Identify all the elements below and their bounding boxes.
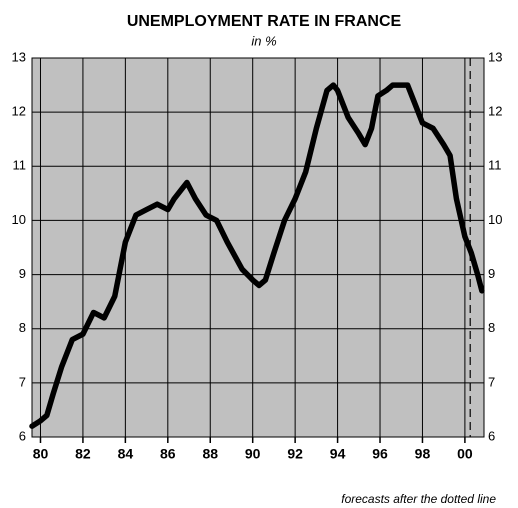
y-tick-label: 8 bbox=[19, 320, 26, 335]
x-tick-label: 94 bbox=[330, 446, 346, 462]
x-tick-label: 98 bbox=[415, 446, 431, 462]
x-tick-label: 88 bbox=[202, 446, 218, 462]
data-line bbox=[29, 82, 485, 429]
y-tick-label-right: 12 bbox=[488, 104, 502, 119]
y-tick-label-right: 10 bbox=[488, 212, 502, 227]
y-tick-label: 6 bbox=[19, 428, 26, 443]
chart-subtitle: in % bbox=[251, 33, 276, 48]
y-tick-label-right: 7 bbox=[488, 374, 495, 389]
note: forecasts after the dotted line bbox=[341, 492, 496, 506]
x-tick-label: 82 bbox=[75, 446, 91, 462]
x-tick-label: 96 bbox=[372, 446, 388, 462]
y-tick-label: 10 bbox=[12, 212, 26, 227]
plot-area bbox=[31, 57, 485, 438]
x-tick-label: 00 bbox=[457, 446, 473, 462]
y-tick-label: 11 bbox=[13, 158, 27, 173]
chart-title: UNEMPLOYMENT RATE IN FRANCE bbox=[127, 13, 402, 30]
y-tick-label-right: 6 bbox=[488, 428, 495, 443]
x-tick-label: 92 bbox=[287, 446, 303, 462]
y-tick-label-right: 8 bbox=[488, 320, 495, 335]
y-tick-label: 7 bbox=[19, 374, 26, 389]
x-tick-label: 90 bbox=[245, 446, 261, 462]
y-tick-label: 13 bbox=[12, 49, 26, 64]
y-tick-label-right: 11 bbox=[488, 158, 502, 173]
x-tick-label: 86 bbox=[160, 446, 176, 462]
y-tick-label-right: 9 bbox=[488, 266, 495, 281]
x-tick-label: 80 bbox=[33, 446, 49, 462]
y-tick-label-right: 13 bbox=[488, 49, 502, 64]
y-tick-label: 12 bbox=[12, 104, 26, 119]
y-tick-label: 9 bbox=[19, 266, 26, 281]
x-tick-label: 84 bbox=[118, 446, 134, 462]
